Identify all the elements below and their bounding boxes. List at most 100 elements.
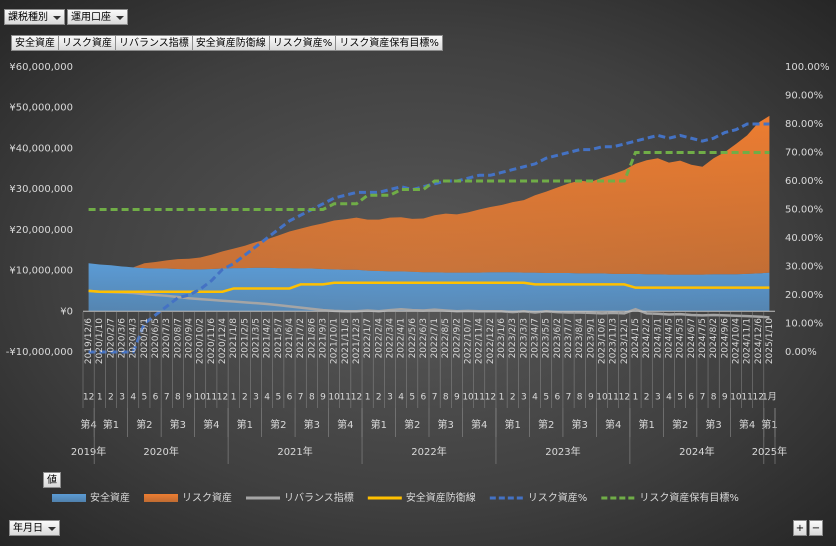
x-month-label: 8 (577, 393, 583, 403)
x-quarter-label: 第2 (404, 418, 420, 431)
x-month-label: 5 (409, 393, 415, 403)
x-month-label: 8 (443, 393, 449, 403)
value-field-button[interactable]: リスク資産保有目標% (335, 35, 443, 51)
x-month-label: 6 (688, 393, 694, 403)
x-date-label: 2020/9/4 (185, 318, 195, 359)
axis-field-button[interactable]: 年月日 (9, 520, 60, 536)
x-date-label: 2024/10/4 (731, 318, 741, 364)
x-date-label: 2020/11/6 (207, 318, 217, 364)
x-date-label: 2023/7/7 (564, 318, 574, 358)
x-month-label: 4 (532, 393, 538, 403)
x-date-label: 2023/3/3 (519, 318, 529, 358)
x-month-label: 6 (153, 393, 159, 403)
x-month-label: 10 (328, 393, 340, 403)
y2-tick-label: 0.00% (785, 347, 817, 358)
x-date-label: 2024/2/2 (642, 318, 652, 358)
x-quarter-label: 第3 (304, 418, 320, 431)
x-month-label: 5 (677, 393, 683, 403)
x-year-label: 2024年 (679, 445, 714, 458)
value-field-button[interactable]: 安全資産防衛線 (191, 35, 270, 51)
x-quarter-label: 第1 (371, 418, 387, 431)
legend-label: 安全資産 (90, 491, 130, 504)
x-month-label: 12 (217, 393, 228, 403)
x-quarter-label: 第4 (605, 418, 621, 431)
x-month-label: 3 (253, 393, 259, 403)
x-date-label: 2020/8/7 (173, 318, 183, 358)
value-field-buttons: 安全資産 リスク資産 リバランス指標 安全資産防衛線 リスク資産% リスク資産保有目標% (11, 35, 443, 51)
line (88, 289, 770, 319)
x-date-label: 2024/9/6 (720, 318, 730, 359)
x-quarter-label: 第3 (170, 418, 186, 431)
y-tick-label: ¥20,000,000 (9, 225, 73, 236)
x-date-label: 2021/3/5 (252, 318, 262, 358)
x-quarter-label: 第1 (638, 418, 654, 431)
value-field-button[interactable]: リスク資産 (58, 35, 116, 51)
x-date-label: 2021/11/5 (341, 318, 351, 364)
x-quarter-label: 第4 (739, 418, 755, 431)
x-date-label: 2021/9/3 (318, 318, 328, 358)
filter-button[interactable]: 課税種別 (4, 9, 65, 25)
x-date-label: 2024/4/5 (664, 318, 674, 358)
x-quarter-label: 第4 (471, 418, 487, 431)
x-month-label: 5 (142, 393, 148, 403)
x-date-label: 2024/7/5 (698, 318, 708, 358)
x-date-label: 2024/3/1 (653, 318, 663, 358)
x-month-label: 6 (421, 393, 427, 403)
x-date-label: 2022/2/4 (374, 318, 384, 359)
x-month-label: 11 (473, 393, 484, 403)
y2-tick-label: 10.00% (785, 319, 823, 330)
x-month-label: 10 (462, 393, 474, 403)
x-quarter-label: 第4 (80, 418, 96, 431)
x-date-label: 2024/5/3 (676, 318, 686, 358)
x-date-label: 2021/1/8 (229, 318, 239, 359)
y-tick-label: ¥40,000,000 (9, 143, 73, 154)
x-month-label: 1 (365, 393, 371, 403)
x-date-label: 2020/10/2 (196, 318, 206, 364)
zoom-in[interactable]: + (793, 520, 807, 536)
filter-button[interactable]: 運用口座 (67, 9, 128, 25)
x-month-label: 1 (97, 393, 103, 403)
x-date-label: 2020/5/1 (140, 318, 150, 358)
x-date-label: 2022/12/2 (486, 318, 496, 364)
y2-tick-label: 30.00% (785, 262, 823, 273)
x-month-label: 1月 (762, 392, 777, 403)
x-quarter-label: 第1 (237, 418, 253, 431)
x-date-label: 2021/4/2 (263, 318, 273, 358)
x-date-label: 2022/1/7 (363, 318, 373, 358)
x-month-label: 10 (596, 393, 608, 403)
line (88, 281, 770, 293)
x-month-label: 4 (398, 393, 404, 403)
x-date-label: 2023/10/6 (598, 318, 608, 364)
y-tick-label: ¥50,000,000 (9, 103, 73, 114)
x-month-label: 3 (119, 393, 125, 403)
x-month-label: 12 (351, 393, 362, 403)
values-button[interactable]: 値 (43, 472, 61, 488)
x-quarter-label: 第3 (705, 418, 721, 431)
x-quarter-label: 第2 (136, 418, 152, 431)
x-month-label: 11 (607, 393, 618, 403)
x-date-label: 2021/5/7 (274, 318, 284, 358)
x-month-label: 1 (231, 393, 237, 403)
x-month-label: 2 (510, 393, 516, 403)
zoom-out[interactable]: − (809, 520, 823, 536)
y-tick-label: ¥0 (60, 306, 73, 317)
x-month-label: 7 (700, 393, 706, 403)
x-month-label: 2 (376, 393, 382, 403)
x-quarter-label: 第3 (571, 418, 587, 431)
value-field-button[interactable]: 安全資産 (11, 35, 59, 51)
x-month-label: 7 (432, 393, 438, 403)
x-month-label: 2 (108, 393, 114, 403)
x-date-label: 2024/12/6 (754, 318, 764, 364)
x-date-label: 2022/7/1 (430, 318, 440, 358)
x-month-label: 12 (619, 393, 630, 403)
y2-tick-label: 70.00% (785, 148, 823, 159)
y-tick-label: ¥60,000,000 (9, 62, 73, 73)
x-date-label: 2021/12/3 (352, 318, 362, 364)
x-month-label: 1 (633, 393, 639, 403)
x-month-label: 11 (340, 393, 351, 403)
x-date-label: 2023/5/5 (542, 318, 552, 358)
x-year-label: 2025年 (752, 445, 787, 458)
x-date-label: 2023/1/6 (497, 318, 507, 359)
